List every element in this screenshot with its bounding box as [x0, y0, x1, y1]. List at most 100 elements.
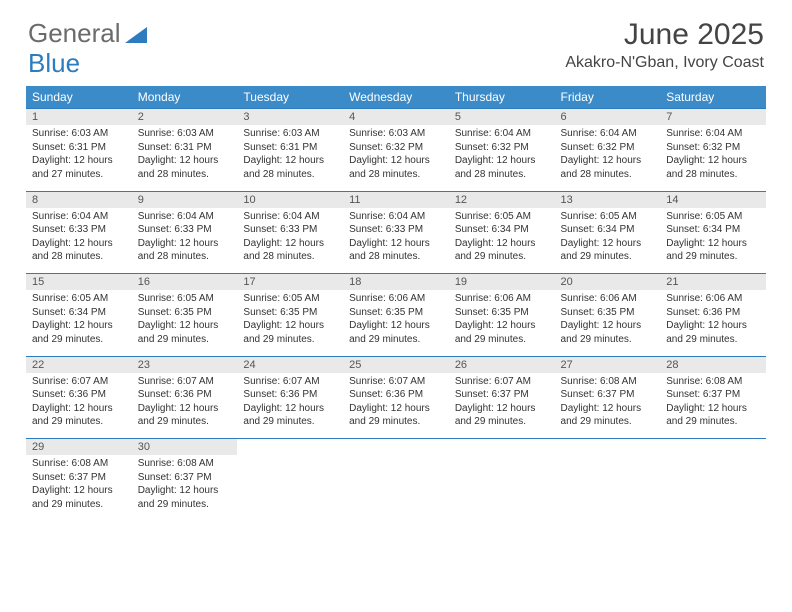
sunset-line: Sunset: 6:31 PM: [32, 141, 126, 155]
logo-text-2: Blue: [28, 48, 80, 79]
day-number-cell: 28: [660, 356, 766, 373]
daylight-line: Daylight: 12 hours and 29 minutes.: [561, 319, 655, 346]
day-content-cell: [237, 455, 343, 521]
sunrise-line: Sunrise: 6:04 AM: [666, 127, 760, 141]
day-content-cell: Sunrise: 6:07 AMSunset: 6:36 PMDaylight:…: [132, 373, 238, 439]
daylight-line: Daylight: 12 hours and 28 minutes.: [455, 154, 549, 181]
daylight-line: Daylight: 12 hours and 29 minutes.: [243, 319, 337, 346]
day-content-cell: Sunrise: 6:08 AMSunset: 6:37 PMDaylight:…: [555, 373, 661, 439]
day-number-cell: 17: [237, 274, 343, 291]
day-content-cell: Sunrise: 6:06 AMSunset: 6:35 PMDaylight:…: [449, 290, 555, 356]
day-number-cell: 21: [660, 274, 766, 291]
day-header: Saturday: [660, 86, 766, 109]
sunset-line: Sunset: 6:35 PM: [561, 306, 655, 320]
day-content-cell: Sunrise: 6:04 AMSunset: 6:32 PMDaylight:…: [449, 125, 555, 191]
day-content-row: Sunrise: 6:08 AMSunset: 6:37 PMDaylight:…: [26, 455, 766, 521]
daylight-line: Daylight: 12 hours and 29 minutes.: [138, 484, 232, 511]
day-content-cell: [660, 455, 766, 521]
sunrise-line: Sunrise: 6:04 AM: [349, 210, 443, 224]
day-number-cell: 9: [132, 191, 238, 208]
sunrise-line: Sunrise: 6:07 AM: [243, 375, 337, 389]
day-content-cell: Sunrise: 6:05 AMSunset: 6:34 PMDaylight:…: [660, 208, 766, 274]
sunset-line: Sunset: 6:36 PM: [32, 388, 126, 402]
day-number-cell: 19: [449, 274, 555, 291]
day-number-cell: 7: [660, 109, 766, 126]
sunrise-line: Sunrise: 6:08 AM: [32, 457, 126, 471]
day-content-cell: Sunrise: 6:08 AMSunset: 6:37 PMDaylight:…: [660, 373, 766, 439]
sunrise-line: Sunrise: 6:06 AM: [349, 292, 443, 306]
day-number-cell: 29: [26, 439, 132, 456]
daylight-line: Daylight: 12 hours and 29 minutes.: [32, 484, 126, 511]
sunset-line: Sunset: 6:34 PM: [455, 223, 549, 237]
day-content-row: Sunrise: 6:05 AMSunset: 6:34 PMDaylight:…: [26, 290, 766, 356]
day-header: Friday: [555, 86, 661, 109]
sunset-line: Sunset: 6:32 PM: [561, 141, 655, 155]
day-content-cell: Sunrise: 6:04 AMSunset: 6:33 PMDaylight:…: [26, 208, 132, 274]
day-number-cell: 20: [555, 274, 661, 291]
day-content-cell: Sunrise: 6:06 AMSunset: 6:36 PMDaylight:…: [660, 290, 766, 356]
day-number-row: 2930: [26, 439, 766, 456]
day-content-cell: [449, 455, 555, 521]
sunset-line: Sunset: 6:34 PM: [32, 306, 126, 320]
day-number-cell: 24: [237, 356, 343, 373]
day-number-cell: 25: [343, 356, 449, 373]
sunrise-line: Sunrise: 6:04 AM: [138, 210, 232, 224]
daylight-line: Daylight: 12 hours and 29 minutes.: [349, 402, 443, 429]
day-content-cell: Sunrise: 6:04 AMSunset: 6:33 PMDaylight:…: [132, 208, 238, 274]
sunrise-line: Sunrise: 6:05 AM: [32, 292, 126, 306]
sunrise-line: Sunrise: 6:05 AM: [243, 292, 337, 306]
day-content-cell: Sunrise: 6:04 AMSunset: 6:32 PMDaylight:…: [555, 125, 661, 191]
sunrise-line: Sunrise: 6:05 AM: [138, 292, 232, 306]
day-content-cell: Sunrise: 6:08 AMSunset: 6:37 PMDaylight:…: [132, 455, 238, 521]
day-content-cell: [555, 455, 661, 521]
daylight-line: Daylight: 12 hours and 28 minutes.: [138, 154, 232, 181]
day-content-cell: [343, 455, 449, 521]
day-number-cell: [660, 439, 766, 456]
day-number-cell: [343, 439, 449, 456]
sunrise-line: Sunrise: 6:04 AM: [32, 210, 126, 224]
day-number-cell: [555, 439, 661, 456]
daylight-line: Daylight: 12 hours and 28 minutes.: [243, 154, 337, 181]
daylight-line: Daylight: 12 hours and 28 minutes.: [349, 154, 443, 181]
day-number-cell: 1: [26, 109, 132, 126]
day-content-cell: Sunrise: 6:03 AMSunset: 6:31 PMDaylight:…: [237, 125, 343, 191]
day-content-cell: Sunrise: 6:07 AMSunset: 6:36 PMDaylight:…: [343, 373, 449, 439]
daylight-line: Daylight: 12 hours and 29 minutes.: [138, 402, 232, 429]
sunrise-line: Sunrise: 6:06 AM: [666, 292, 760, 306]
sunset-line: Sunset: 6:32 PM: [349, 141, 443, 155]
sunset-line: Sunset: 6:33 PM: [138, 223, 232, 237]
daylight-line: Daylight: 12 hours and 29 minutes.: [455, 319, 549, 346]
calendar-table: SundayMondayTuesdayWednesdayThursdayFrid…: [26, 86, 766, 521]
daylight-line: Daylight: 12 hours and 29 minutes.: [666, 402, 760, 429]
day-number-cell: 12: [449, 191, 555, 208]
daylight-line: Daylight: 12 hours and 28 minutes.: [561, 154, 655, 181]
daylight-line: Daylight: 12 hours and 29 minutes.: [561, 402, 655, 429]
day-number-cell: 27: [555, 356, 661, 373]
day-header: Thursday: [449, 86, 555, 109]
day-number-cell: [237, 439, 343, 456]
sunrise-line: Sunrise: 6:04 AM: [243, 210, 337, 224]
sunset-line: Sunset: 6:35 PM: [455, 306, 549, 320]
daylight-line: Daylight: 12 hours and 29 minutes.: [455, 402, 549, 429]
daylight-line: Daylight: 12 hours and 27 minutes.: [32, 154, 126, 181]
day-content-cell: Sunrise: 6:06 AMSunset: 6:35 PMDaylight:…: [343, 290, 449, 356]
day-number-cell: 18: [343, 274, 449, 291]
day-number-row: 15161718192021: [26, 274, 766, 291]
day-number-row: 22232425262728: [26, 356, 766, 373]
logo: General: [28, 18, 147, 49]
day-header: Tuesday: [237, 86, 343, 109]
day-content-cell: Sunrise: 6:05 AMSunset: 6:34 PMDaylight:…: [555, 208, 661, 274]
day-content-cell: Sunrise: 6:08 AMSunset: 6:37 PMDaylight:…: [26, 455, 132, 521]
sunrise-line: Sunrise: 6:05 AM: [666, 210, 760, 224]
sunset-line: Sunset: 6:33 PM: [349, 223, 443, 237]
sunrise-line: Sunrise: 6:04 AM: [561, 127, 655, 141]
sunset-line: Sunset: 6:34 PM: [561, 223, 655, 237]
logo-text-1: General: [28, 18, 121, 49]
sunrise-line: Sunrise: 6:03 AM: [138, 127, 232, 141]
daylight-line: Daylight: 12 hours and 29 minutes.: [666, 319, 760, 346]
daylight-line: Daylight: 12 hours and 29 minutes.: [349, 319, 443, 346]
daylight-line: Daylight: 12 hours and 28 minutes.: [243, 237, 337, 264]
day-content-cell: Sunrise: 6:07 AMSunset: 6:36 PMDaylight:…: [26, 373, 132, 439]
sunset-line: Sunset: 6:35 PM: [243, 306, 337, 320]
sunrise-line: Sunrise: 6:08 AM: [138, 457, 232, 471]
